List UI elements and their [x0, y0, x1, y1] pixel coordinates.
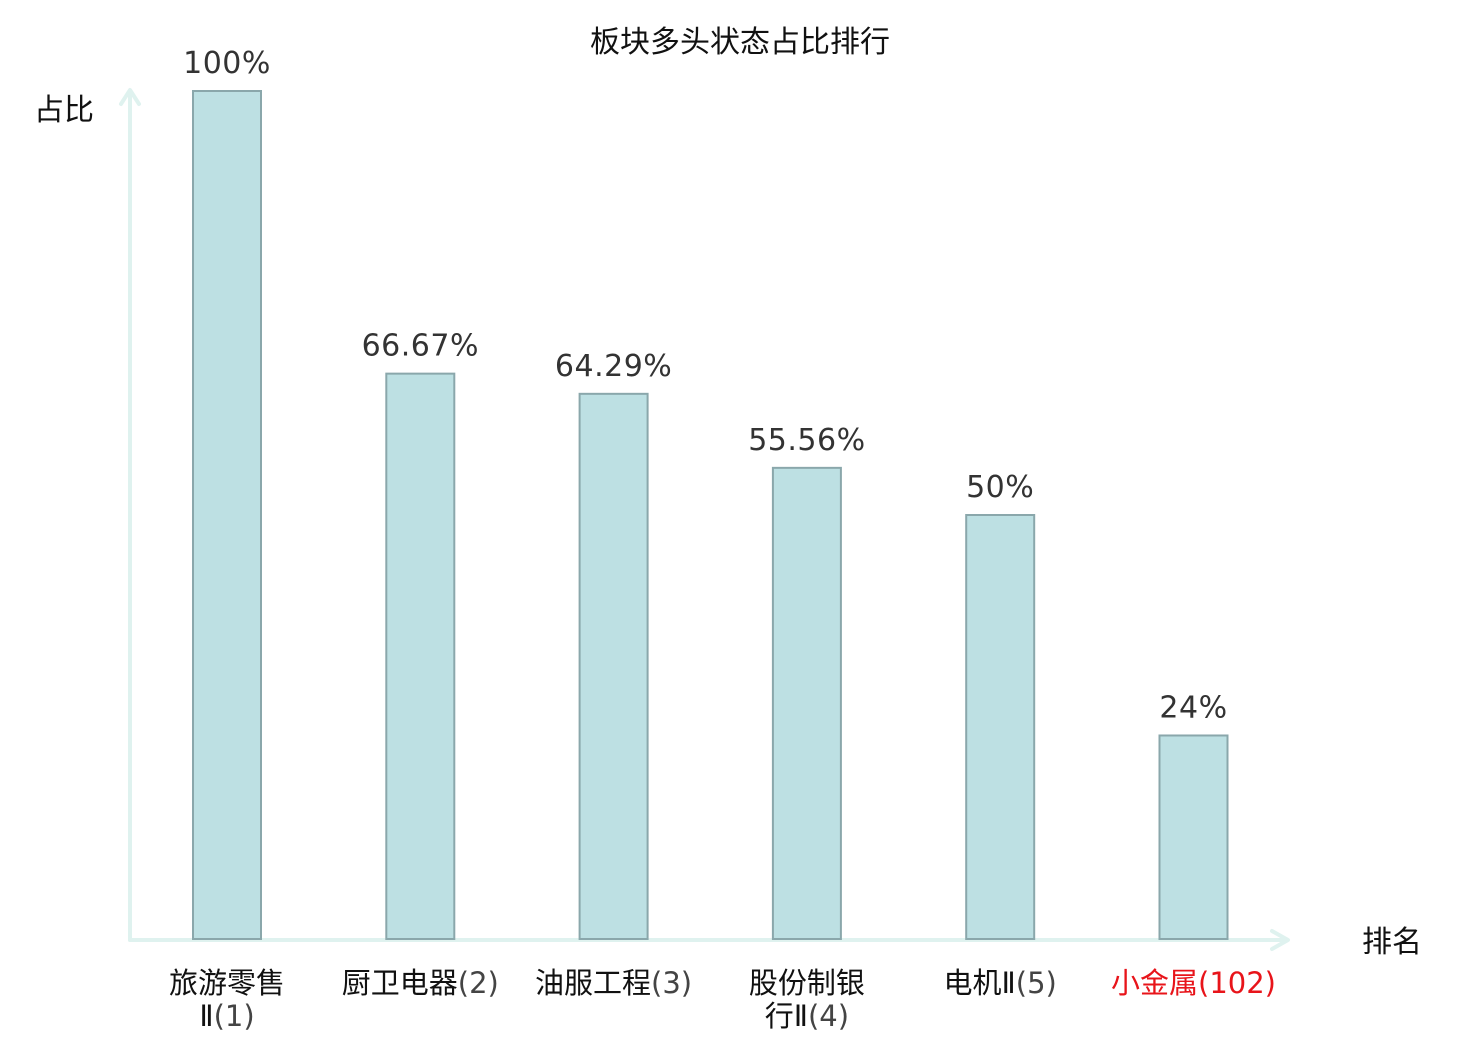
- category-rank: (3): [651, 966, 692, 1000]
- category-label: 小金属(102): [1111, 966, 1276, 1000]
- value-label: 24%: [1159, 690, 1227, 725]
- category-label: 油服工程(3): [535, 966, 692, 1000]
- bar: [192, 90, 262, 940]
- y-axis-line: [119, 88, 141, 942]
- category-label-line: Ⅱ: [199, 999, 213, 1033]
- category-label-line: 小金属: [1111, 966, 1198, 1000]
- bar: [385, 372, 456, 940]
- category-label-line: 行Ⅱ: [765, 999, 808, 1033]
- category-rank: (2): [458, 966, 499, 1000]
- category-rank: (5): [1016, 966, 1057, 1000]
- chart-title: 板块多头状态占比排行: [590, 25, 890, 60]
- category-label-line: 电机Ⅱ: [944, 966, 1016, 1000]
- category-labels-group: 旅游零售 Ⅱ(1) 厨卫电器(2) 油服工程(3) 股份制银行Ⅱ(4) 电机Ⅱ(5) 小金属…: [169, 966, 1276, 1033]
- y-axis-label: 占比: [34, 93, 94, 128]
- x-axis-label: 排名: [1362, 925, 1422, 960]
- category-rank: (102): [1198, 966, 1276, 1000]
- value-label: 100%: [183, 46, 271, 81]
- value-label: 66.67%: [362, 329, 479, 364]
- category-label-line: 旅游零售: [169, 966, 285, 1000]
- category-label: 厨卫电器(2): [342, 966, 499, 1000]
- bar: [1158, 734, 1229, 940]
- value-label: 64.29%: [555, 349, 672, 384]
- x-axis-line: [128, 929, 1290, 951]
- category-rank: (1): [214, 999, 255, 1033]
- bars-group: [192, 90, 1229, 940]
- category-label: 电机Ⅱ(5): [944, 966, 1057, 1000]
- value-label: 55.56%: [748, 423, 865, 458]
- bar: [965, 514, 1036, 940]
- bar: [578, 392, 649, 940]
- value-labels-group: 100% 66.67% 64.29% 55.56% 50% 24%: [183, 46, 1227, 725]
- category-label-line: 厨卫电器: [342, 966, 458, 1000]
- category-rank: (4): [808, 999, 849, 1033]
- category-label-line: 油服工程: [535, 966, 651, 1000]
- category-label-line: 股份制银: [749, 966, 865, 1000]
- bar: [771, 466, 842, 940]
- category-label: 旅游零售 Ⅱ(1): [169, 966, 285, 1033]
- value-label: 50%: [966, 470, 1034, 505]
- category-label: 股份制银行Ⅱ(4): [749, 966, 865, 1033]
